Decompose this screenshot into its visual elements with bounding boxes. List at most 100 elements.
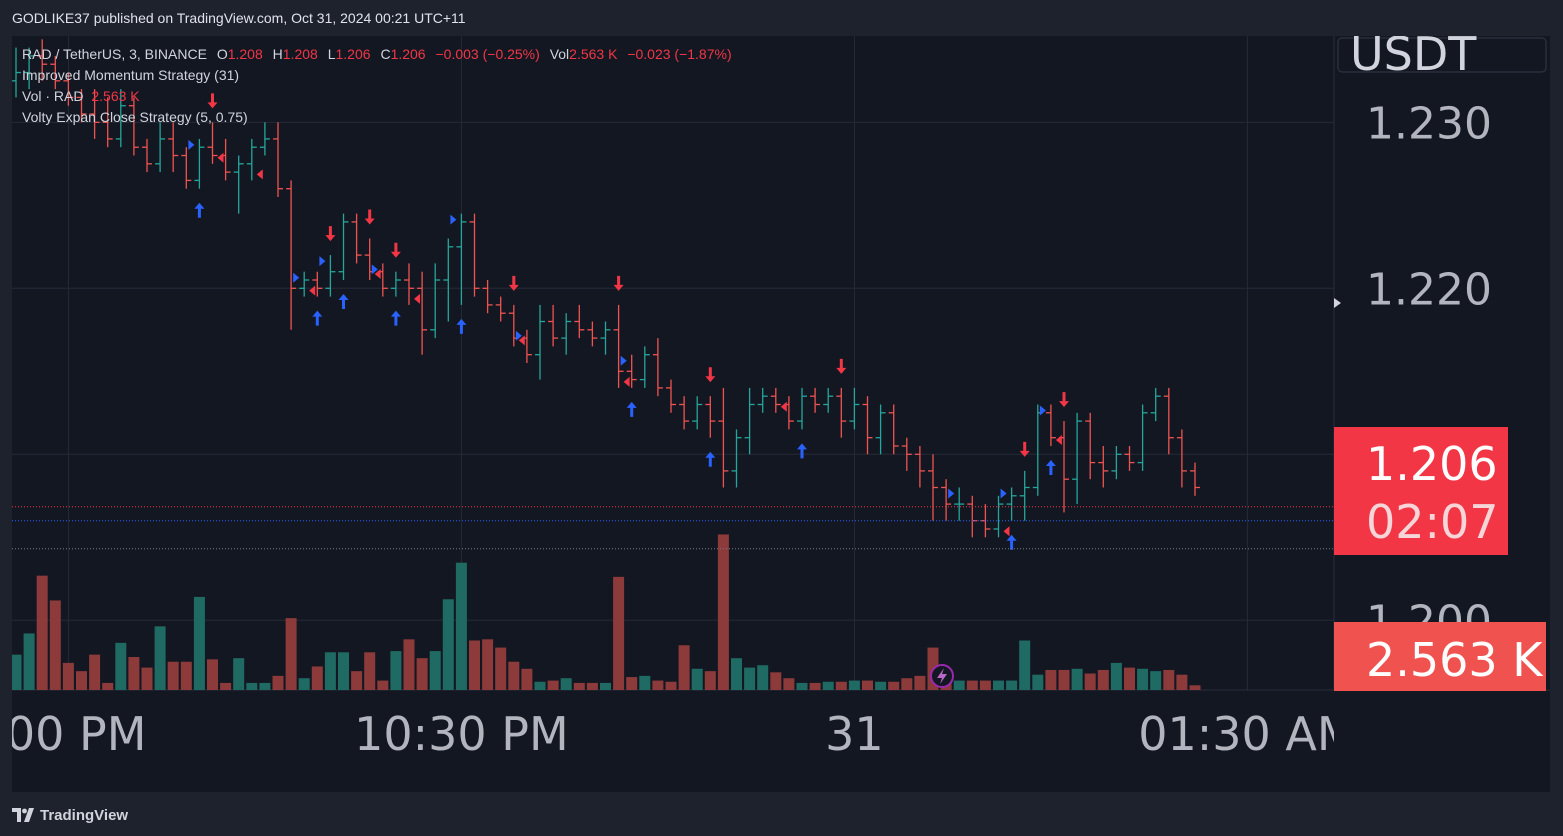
ohlc-bar [1163,387,1174,455]
price-tick-label: 1.220 [1366,264,1492,315]
legend-indicator-volty[interactable]: Volty Expan Close Strategy (5, 0.75) [22,107,732,128]
indicator-volume-label[interactable]: Vol · RAD [22,88,84,104]
long-entry-marker [515,330,522,341]
short-entry-marker [309,285,316,296]
long-entry-marker [450,214,457,225]
ohlc-bar [24,47,35,90]
ohlc-bar [1085,412,1096,480]
long-entry-marker [1039,405,1046,416]
ohlc-bar [1190,462,1200,496]
legend-indicator-momentum[interactable]: Improved Momentum Strategy (31) [22,65,732,86]
sell-signal-arrow [1019,441,1030,457]
legend-vol-value: 2.563 K [569,46,618,62]
volume-bar [953,680,965,690]
ohlc-bar [770,387,781,413]
volume-bar [351,671,363,690]
ohlc-bar [1150,387,1161,422]
legend-symbol[interactable]: RAD / TetherUS, 3, BINANCE [22,46,207,62]
ohlc-bar [901,437,912,471]
volume-bar [979,680,991,690]
indicator-volty-label[interactable]: Volty Expan Close Strategy (5, 0.75) [22,109,248,125]
tradingview-brand[interactable]: TradingView [40,806,129,824]
volume-bar [102,682,114,690]
volume-bar [691,668,703,690]
buy-signal-arrow [312,310,323,326]
time-axis: :00 PM 10:30 PM 31 01:30 AM [12,691,1550,792]
volume-bar [495,647,507,690]
last-price-value: 1.206 [1366,437,1498,491]
volume-bar [796,682,808,690]
volume-series [12,534,1201,690]
ohlc-bar [273,122,283,198]
time-axis-corner [1334,691,1550,792]
volume-bar [259,682,271,690]
legend-close-value: 1.206 [390,46,426,62]
ohlc-bar [626,354,637,388]
volume-bar [364,652,376,690]
short-entry-marker [217,152,224,163]
ohlc-bar [495,296,506,322]
grid-lines [12,36,1334,690]
tradingview-logo-icon[interactable] [12,808,34,822]
legend-open-value: 1.208 [227,46,263,62]
volume-bar [1019,640,1031,690]
ohlc-bar [259,122,270,156]
ohlc-bar [76,89,87,123]
chart-canvas[interactable]: USDT1.2301.2201.2101.2001.20602:072.563 … [12,36,1550,792]
time-tick-label: 31 [825,707,884,761]
buy-signal-arrow [390,310,401,326]
price-axis: USDT1.2301.2201.2101.2001.20602:072.563 … [1334,36,1547,692]
volume-bar [613,576,625,690]
volume-bar [862,680,873,690]
lightning-icon[interactable] [930,664,954,688]
volume-bar [1032,674,1044,690]
volume-bar [324,652,336,690]
volume-bar [49,600,61,690]
legend-symbol-row[interactable]: RAD / TetherUS, 3, BINANCE O1.208 H1.208… [22,44,732,65]
volume-bar [993,680,1004,690]
legend-vol-key: Vol [549,46,570,62]
short-entry-marker [374,269,381,280]
buy-signal-arrow [456,318,467,334]
ohlc-bar [168,122,179,173]
publish-header: GODLIKE37 published on TradingView.com, … [0,0,1563,36]
scroll-right-icon [1334,298,1341,308]
volume-bar [338,652,349,690]
legend-low-value: 1.206 [335,46,371,62]
currency-unit-label: USDT [1350,36,1477,81]
ohlc-bar [744,387,755,455]
buy-signal-arrow [194,202,205,218]
volume-bar [626,677,638,690]
long-entry-marker [948,488,955,499]
volume-bar [678,645,690,690]
short-entry-marker [256,169,263,180]
volume-bar [403,639,415,690]
ohlc-bar [430,263,441,339]
indicator-volume-value: 2.563 K [91,88,140,104]
indicator-momentum-label[interactable]: Improved Momentum Strategy (31) [22,67,240,83]
volume-bar [914,675,926,690]
ohlc-bar [1032,404,1043,496]
ohlc-bar [967,495,978,538]
volume-bar [12,654,22,690]
volume-bar [966,680,978,690]
ohlc-bar [639,346,650,388]
volume-bar [809,682,821,690]
volume-bar [744,667,756,690]
ohlc-bar [338,213,349,281]
volume-bar [560,678,572,690]
ohlc-bar [50,55,61,90]
ohlc-bar [482,280,493,314]
sell-signal-arrow [508,275,519,291]
last-volume-tag: 2.563 K [1334,622,1546,692]
ohlc-bar [954,487,965,521]
ohlc-bar [207,122,218,164]
volume-bar [482,639,494,690]
ohlc-bar [888,404,899,455]
volume-bar [1071,668,1083,690]
chart-frame[interactable]: USDT1.2301.2201.2101.2001.20602:072.563 … [12,36,1550,792]
sell-signal-arrow [1059,392,1069,408]
volume-bar [665,681,677,690]
legend-indicator-volume[interactable]: Vol · RAD 2.563 K [22,86,732,107]
